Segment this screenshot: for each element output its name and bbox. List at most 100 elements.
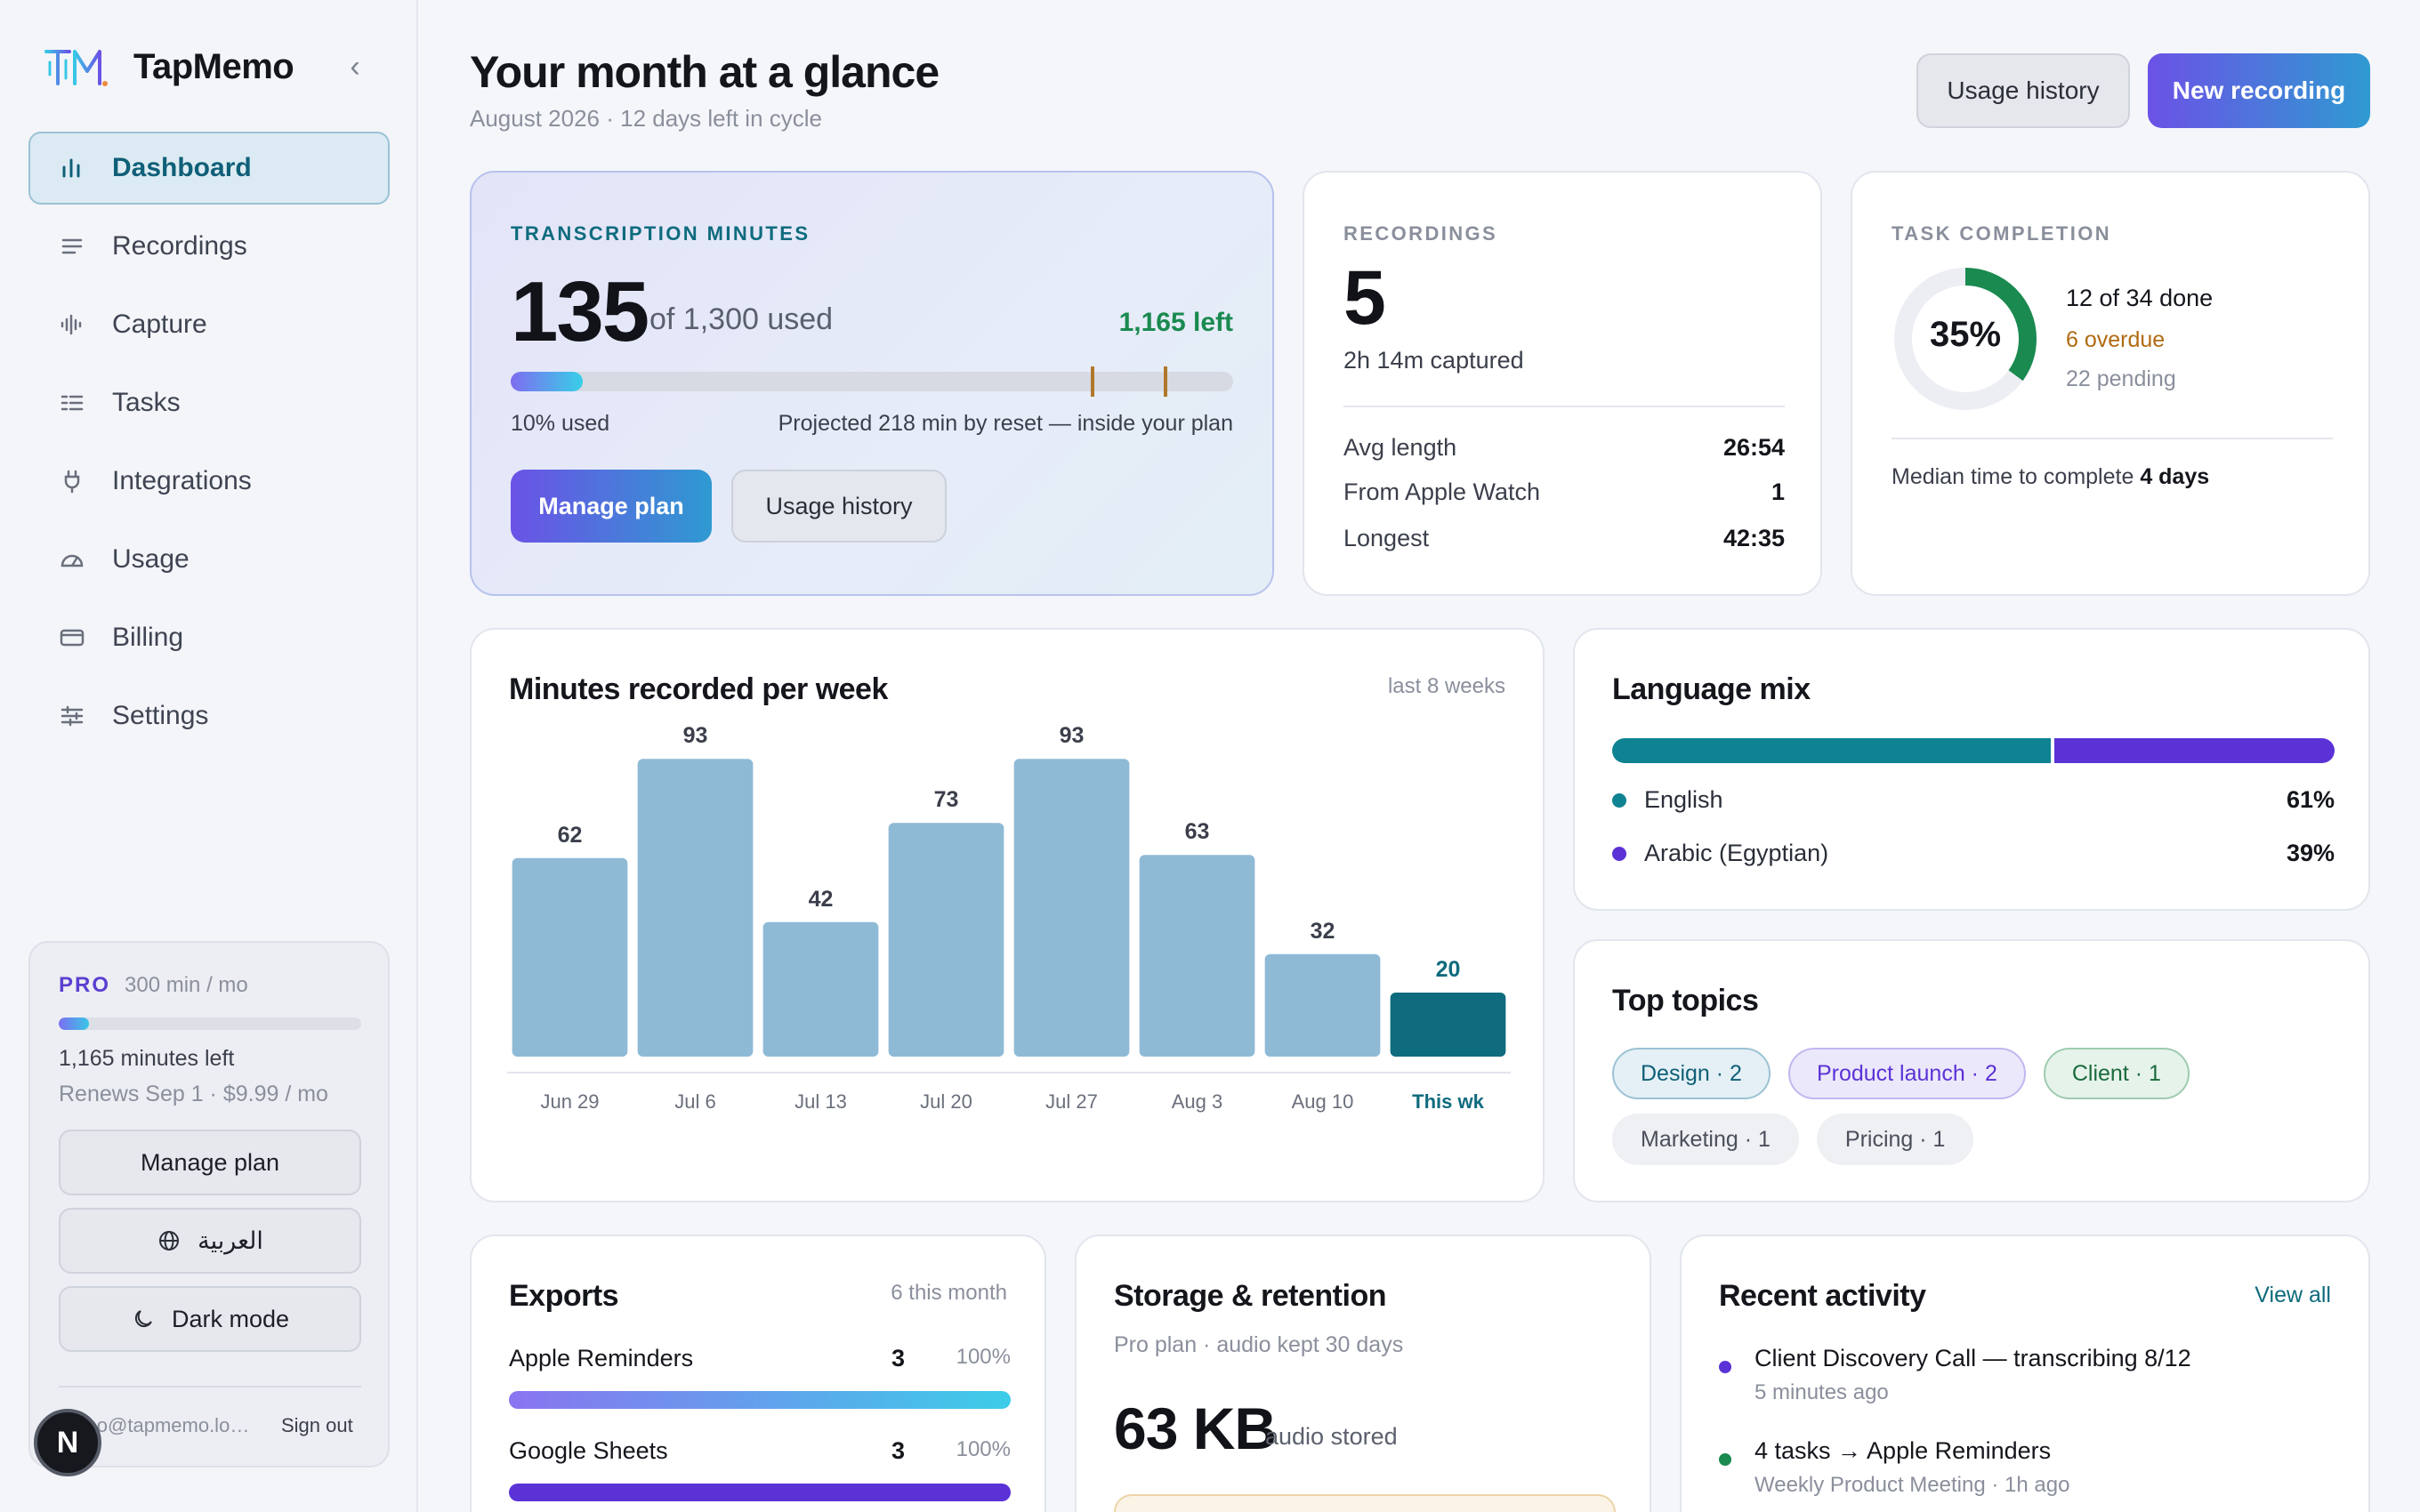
sidebar-item-tasks[interactable]: Tasks bbox=[28, 366, 390, 439]
sidebar-item-integrations[interactable]: Integrations bbox=[28, 445, 390, 518]
sidebar-item-billing[interactable]: Billing bbox=[28, 601, 390, 674]
bar-value-label: 42 bbox=[809, 887, 834, 912]
recent-activity-card: Recent activity View all Client Discover… bbox=[1680, 1235, 2370, 1512]
median-label: Median time to complete bbox=[1892, 464, 2134, 489]
manage-plan-button[interactable]: Manage plan bbox=[511, 470, 712, 543]
sidebar-item-label: Settings bbox=[112, 701, 209, 730]
language-toggle-label: العربية bbox=[198, 1226, 263, 1254]
topic-chip-design[interactable]: Design · 2 bbox=[1612, 1048, 1771, 1099]
task-completion-donut bbox=[1894, 268, 2037, 410]
sidebar-item-label: Capture bbox=[112, 310, 207, 339]
dark-mode-button[interactable]: Dark mode bbox=[59, 1286, 361, 1352]
storage-card: Storage & retention Pro plan · audio kep… bbox=[1075, 1235, 1651, 1512]
median-value: 4 days bbox=[2140, 464, 2210, 489]
stat-value: 42:35 bbox=[1722, 525, 1785, 551]
collapse-sidebar-icon[interactable]: ‹ bbox=[350, 50, 360, 84]
plan-usage-bar bbox=[59, 1017, 361, 1030]
waveform-icon bbox=[59, 311, 85, 338]
credit-card-icon bbox=[59, 624, 85, 651]
sidebar-item-label: Recordings bbox=[112, 231, 247, 261]
sidebar-item-label: Billing bbox=[112, 623, 184, 652]
recordings-card: RECORDINGS 5 2h 14m captured Avg length 2… bbox=[1303, 171, 1822, 596]
tapmemo-logo-icon bbox=[44, 50, 108, 86]
exports-card: Exports 6 this month Apple Reminders 3 1… bbox=[470, 1235, 1046, 1512]
recordings-captured: 2h 14m captured bbox=[1343, 347, 1524, 374]
usage-history-button[interactable]: Usage history bbox=[1916, 53, 2130, 128]
sidebar-item-label: Tasks bbox=[112, 388, 181, 417]
transcription-card: TRANSCRIPTION MINUTES 135 of 1,300 used … bbox=[470, 171, 1274, 596]
list-icon bbox=[59, 233, 85, 260]
topic-chip-product-launch[interactable]: Product launch · 2 bbox=[1787, 1048, 2026, 1099]
minutes-total-text: of 1,300 used bbox=[649, 302, 834, 336]
bar-jul-20 bbox=[888, 823, 1004, 1057]
export-count: 3 bbox=[891, 1437, 906, 1464]
divider bbox=[59, 1386, 361, 1387]
projection-marker bbox=[1091, 366, 1094, 397]
card-label: RECORDINGS bbox=[1343, 222, 1498, 245]
export-name: Apple Reminders bbox=[509, 1345, 694, 1371]
sidebar-item-label: Usage bbox=[112, 544, 190, 574]
storage-amount: 63 KB bbox=[1114, 1395, 1277, 1461]
dark-mode-label: Dark mode bbox=[171, 1305, 290, 1332]
sidebar-item-dashboard[interactable]: Dashboard bbox=[28, 132, 390, 205]
topic-chip-marketing[interactable]: Marketing · 1 bbox=[1612, 1114, 1799, 1165]
stat-label: Longest bbox=[1343, 525, 1430, 551]
manage-plan-label: Manage plan bbox=[140, 1148, 280, 1176]
sidebar-item-settings[interactable]: Settings bbox=[28, 680, 390, 752]
language-percent: 61% bbox=[2286, 786, 2335, 813]
sidebar-item-usage[interactable]: Usage bbox=[28, 523, 390, 596]
stat-row-apple-watch: From Apple Watch 1 bbox=[1343, 479, 1785, 506]
minutes-usage-bar bbox=[511, 366, 1233, 397]
manage-plan-button[interactable]: Manage plan bbox=[59, 1130, 361, 1195]
export-percent: 100% bbox=[956, 1345, 1011, 1369]
brand[interactable]: TapMemo bbox=[43, 44, 294, 89]
top-topics-card: Top topics Design · 2 Product launch · 2… bbox=[1573, 939, 2370, 1202]
sign-out-link[interactable]: Sign out bbox=[281, 1414, 353, 1436]
minutes-usage-fill bbox=[511, 372, 584, 391]
export-count: 3 bbox=[891, 1345, 906, 1371]
view-all-link[interactable]: View all bbox=[2255, 1283, 2331, 1307]
new-recording-button[interactable]: New recording bbox=[2148, 53, 2370, 128]
export-row-apple-reminders: Apple Reminders 3 100% bbox=[509, 1345, 1011, 1372]
median-completion: Median time to complete 4 days bbox=[1892, 464, 2209, 490]
sidebar-item-capture[interactable]: Capture bbox=[28, 288, 390, 361]
card-title: Recent activity bbox=[1719, 1279, 1926, 1313]
export-name: Google Sheets bbox=[509, 1437, 668, 1464]
plan-card: PRO 300 min / mo 1,165 minutes left Renew… bbox=[28, 941, 390, 1468]
topic-chip-client[interactable]: Client · 1 bbox=[2043, 1048, 2190, 1099]
plan-header: PRO 300 min / mo bbox=[59, 973, 248, 998]
language-mix-card: Language mix English 61% Arabic (Egyptia… bbox=[1573, 628, 2370, 911]
language-mix-bar bbox=[1612, 738, 2335, 763]
activity-title: Client Discovery Call — transcribing 8/1… bbox=[1754, 1345, 2191, 1371]
bar-this-wk bbox=[1390, 993, 1506, 1057]
minutes-per-week-card: Minutes recorded per week last 8 weeks 6… bbox=[470, 628, 1545, 1202]
language-percent: 39% bbox=[2286, 840, 2335, 866]
bar-jun-29 bbox=[512, 857, 628, 1057]
tasks-overdue: 6 overdue bbox=[2066, 327, 2166, 352]
usage-history-button[interactable]: Usage history bbox=[731, 470, 947, 543]
stat-row-avg-length: Avg length 26:54 bbox=[1343, 434, 1785, 462]
sidebar-item-recordings[interactable]: Recordings bbox=[28, 210, 390, 283]
plan-tier: PRO bbox=[59, 973, 111, 997]
x-tick-label: Aug 10 bbox=[1292, 1090, 1354, 1113]
avatar[interactable]: N bbox=[34, 1409, 101, 1476]
divider bbox=[1892, 438, 2333, 439]
x-tick-label: Jul 6 bbox=[674, 1090, 715, 1113]
card-label: TRANSCRIPTION MINUTES bbox=[511, 222, 811, 245]
sidebar-item-label: Integrations bbox=[112, 466, 252, 495]
language-toggle-button[interactable]: العربية bbox=[59, 1208, 361, 1274]
minutes-left-text: 1,165 left bbox=[1118, 308, 1233, 337]
brand-name: TapMemo bbox=[133, 46, 294, 86]
topic-chip-pricing[interactable]: Pricing · 1 bbox=[1816, 1114, 1974, 1165]
plug-icon bbox=[59, 468, 85, 495]
card-meta: 6 this month bbox=[891, 1281, 1007, 1305]
checklist-icon bbox=[59, 390, 85, 416]
language-row-english: English 61% bbox=[1612, 786, 2335, 814]
export-percent: 100% bbox=[956, 1437, 1011, 1461]
donut-progress bbox=[1894, 268, 2037, 410]
tasks-pending: 22 pending bbox=[2066, 366, 2176, 391]
bar-value-label: 63 bbox=[1185, 819, 1210, 844]
x-tick-label: Jun 29 bbox=[540, 1090, 599, 1113]
export-row-google-sheets: Google Sheets 3 100% bbox=[509, 1437, 1011, 1465]
language-row-arabic: Arabic (Egyptian) 39% bbox=[1612, 840, 2335, 867]
